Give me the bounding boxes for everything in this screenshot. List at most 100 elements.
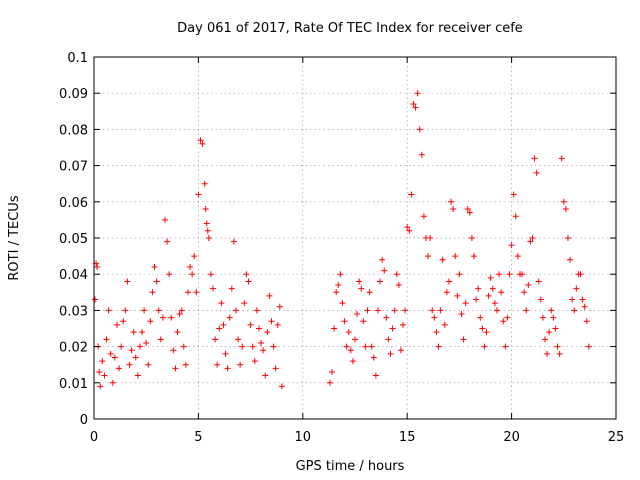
y-tick-label: 0 — [80, 413, 88, 428]
data-point — [124, 278, 131, 285]
data-point — [485, 292, 492, 299]
data-point — [204, 227, 211, 234]
data-point — [406, 227, 413, 234]
data-point — [260, 347, 267, 354]
data-point — [498, 289, 505, 296]
data-point — [337, 271, 344, 278]
chart-title: Day 061 of 2017, Rate Of TEC Index for r… — [177, 21, 523, 36]
data-point — [180, 343, 187, 350]
y-tick-label: 0.05 — [59, 232, 88, 247]
data-point — [247, 321, 254, 328]
data-point — [420, 213, 427, 220]
data-point — [489, 285, 496, 292]
data-point — [237, 361, 244, 368]
data-point — [404, 224, 411, 231]
data-point — [364, 307, 371, 314]
data-point — [562, 206, 569, 213]
data-point — [427, 235, 434, 241]
data-point — [571, 307, 578, 314]
data-point — [199, 140, 206, 147]
data-point — [339, 300, 346, 307]
data-point — [393, 271, 400, 278]
data-point — [508, 242, 515, 249]
data-point — [554, 343, 561, 350]
data-point — [207, 271, 214, 278]
data-point — [266, 292, 273, 299]
data-point — [370, 354, 377, 361]
y-tick-label: 0.09 — [59, 87, 88, 102]
data-point — [552, 325, 559, 332]
data-point — [397, 347, 404, 354]
data-point — [521, 289, 528, 296]
data-point — [414, 90, 421, 97]
data-point — [585, 343, 592, 350]
data-point — [385, 336, 392, 343]
data-point — [429, 307, 436, 314]
data-point — [400, 321, 407, 328]
data-point — [448, 198, 455, 205]
data-point — [529, 235, 536, 241]
data-point — [226, 314, 233, 321]
data-point — [243, 271, 250, 278]
data-point — [391, 307, 398, 314]
data-point — [481, 343, 488, 350]
data-point — [462, 300, 469, 307]
data-point — [431, 314, 438, 321]
data-point — [251, 358, 258, 365]
data-point — [556, 350, 563, 357]
data-point — [381, 267, 388, 274]
data-point — [464, 206, 471, 213]
data-point — [96, 368, 103, 375]
data-point — [491, 300, 498, 307]
data-point — [402, 307, 409, 314]
y-tick-label: 0.02 — [59, 341, 88, 356]
data-point — [107, 350, 114, 357]
data-point — [161, 216, 168, 223]
data-point — [120, 318, 127, 325]
y-tick-label: 0.01 — [59, 377, 88, 392]
data-point — [139, 329, 146, 336]
y-tick-label: 0.03 — [59, 304, 88, 319]
data-point — [368, 343, 375, 350]
data-point — [389, 325, 396, 332]
data-point — [264, 329, 271, 336]
data-point — [220, 321, 227, 328]
data-point — [372, 372, 379, 379]
data-point — [433, 329, 440, 336]
data-point — [560, 198, 567, 205]
data-point — [539, 314, 546, 321]
data-point — [241, 300, 248, 307]
data-point — [97, 383, 104, 390]
data-point — [230, 238, 237, 245]
data-point — [159, 314, 166, 321]
data-point — [195, 191, 202, 198]
data-point — [410, 101, 417, 108]
data-point — [189, 271, 196, 278]
data-point — [583, 318, 590, 325]
data-point — [245, 278, 252, 285]
data-point — [136, 343, 143, 350]
data-point — [274, 321, 281, 328]
data-point — [408, 191, 415, 198]
y-tick-label: 0.06 — [59, 196, 88, 211]
data-point — [546, 329, 553, 336]
data-point — [519, 271, 526, 278]
data-point — [99, 358, 106, 365]
data-point — [347, 347, 354, 354]
data-point — [249, 343, 256, 350]
data-point — [191, 253, 198, 260]
data-point — [270, 343, 277, 350]
grid — [94, 57, 616, 419]
data-point — [527, 238, 534, 245]
data-point — [92, 296, 99, 303]
data-point — [201, 180, 208, 187]
data-point — [445, 278, 452, 285]
data-point — [216, 325, 223, 332]
data-point — [151, 263, 158, 270]
data-point — [441, 321, 448, 328]
data-point — [128, 347, 135, 354]
data-point — [222, 350, 229, 357]
data-point — [103, 336, 110, 343]
data-point — [134, 372, 141, 379]
